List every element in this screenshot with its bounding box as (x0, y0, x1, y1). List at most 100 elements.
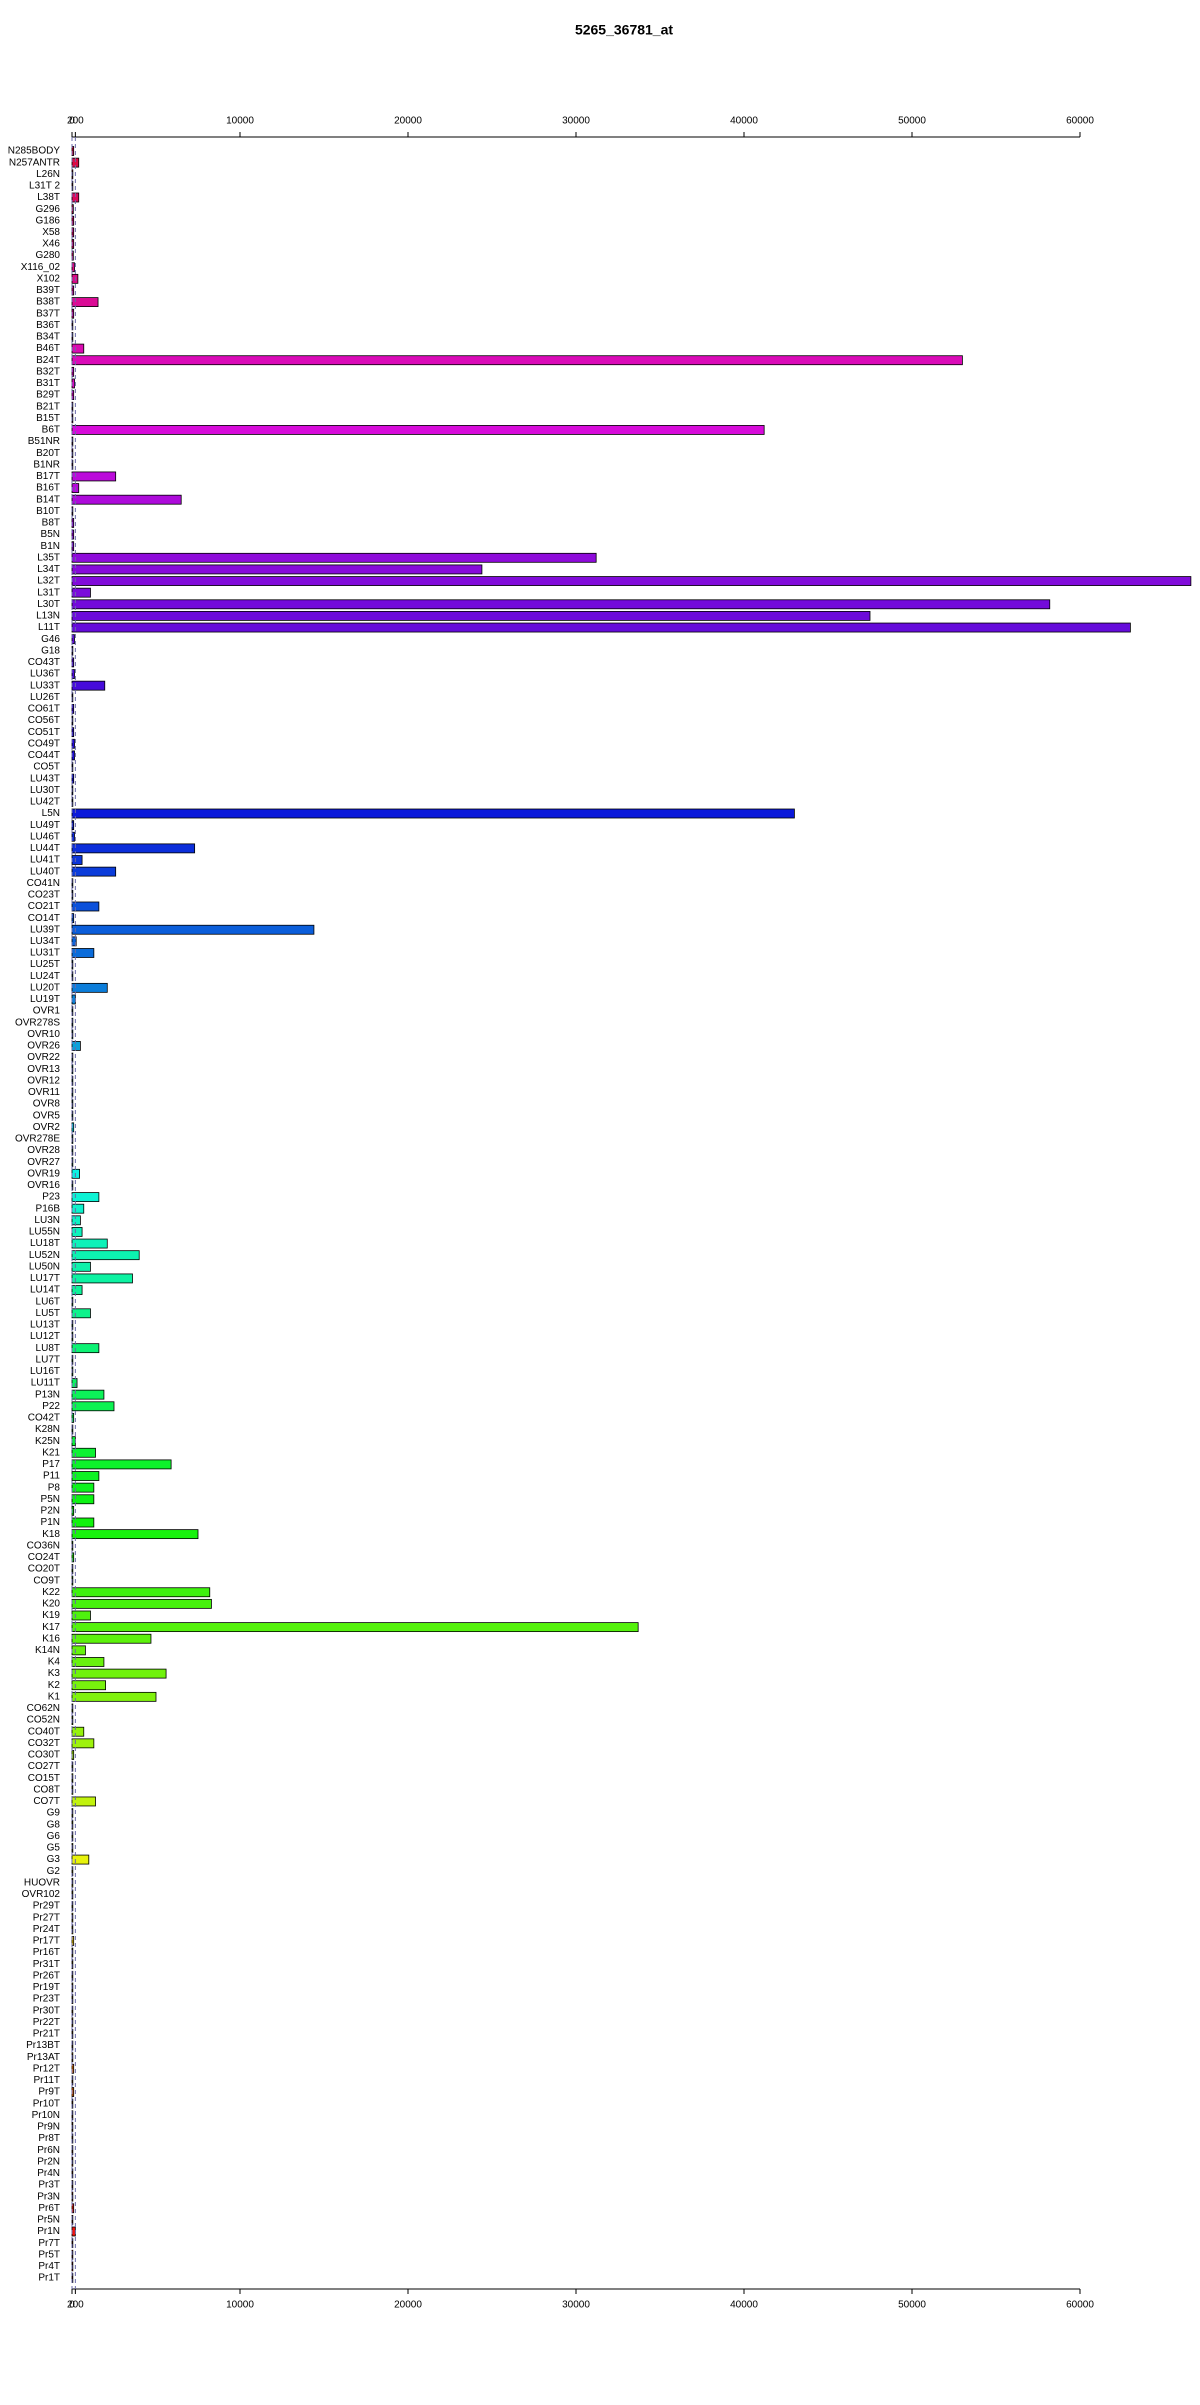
y-tick-label: LU42T (30, 797, 60, 808)
bar (71, 913, 75, 924)
y-tick-label: L31T (37, 587, 60, 598)
bar (71, 680, 106, 691)
y-tick-label: LU43T (30, 773, 60, 784)
y-tick-label: B37T (36, 308, 60, 319)
bar (71, 1622, 639, 1633)
y-tick-label: B51NR (28, 436, 60, 447)
bar (71, 1610, 91, 1621)
bar (71, 1668, 167, 1679)
bar (71, 1308, 91, 1319)
y-tick-label: Pr4N (37, 2168, 60, 2179)
bar (71, 297, 99, 307)
y-tick-label: CO20T (28, 1564, 60, 1575)
bar (71, 1192, 100, 1202)
y-tick-label: L30T (37, 599, 60, 610)
y-tick-label: LU55N (29, 1227, 60, 1238)
bar (71, 924, 315, 935)
y-tick-label: L38T (37, 192, 60, 203)
x-tick-label: 200 (67, 116, 84, 127)
y-tick-label: Pr10T (33, 2098, 60, 2109)
y-tick-label: CO52N (27, 1715, 60, 1726)
y-tick-label: B15T (36, 413, 60, 424)
y-tick-label: B1N (41, 541, 60, 552)
bar (71, 1389, 105, 1400)
y-tick-label: Pr5N (37, 2215, 60, 2226)
y-tick-label: X58 (42, 227, 60, 238)
bar (71, 1436, 76, 1447)
bar (71, 1726, 85, 1737)
bar (71, 1378, 78, 1388)
y-tick-label: Pr12T (33, 2063, 60, 2074)
bar (71, 1494, 95, 1505)
bar (71, 285, 75, 296)
y-tick-label: CO62N (27, 1703, 60, 1714)
y-tick-label: CO21T (28, 901, 60, 912)
y-tick-label: N257ANTR (9, 157, 60, 168)
y-tick-label: B38T (36, 297, 60, 308)
y-tick-label: K19 (42, 1610, 60, 1621)
bar (71, 1854, 90, 1865)
y-tick-label: P5N (41, 1494, 60, 1505)
y-tick-label: G18 (41, 645, 60, 656)
y-tick-label: Pr9T (38, 2087, 60, 2098)
bar (71, 843, 196, 854)
bar (71, 425, 765, 435)
y-tick-label: P8 (48, 1482, 61, 1493)
bar (71, 471, 117, 482)
y-tick-label: B39T (36, 285, 60, 296)
bar (71, 576, 1192, 586)
y-tick-label: CO49T (28, 738, 60, 749)
x-tick-label: 60000 (1066, 2300, 1094, 2311)
x-tick-label: 30000 (562, 116, 590, 127)
y-tick-label: LU52N (29, 1250, 60, 1261)
bar (71, 634, 75, 645)
y-tick-label: CO32T (28, 1738, 60, 1749)
bar (71, 1250, 140, 1261)
y-tick-label: G9 (47, 1808, 61, 1819)
y-tick-label: B31T (36, 378, 60, 389)
y-tick-label: LU46T (30, 831, 60, 842)
y-tick-label: CO41N (27, 878, 60, 889)
bar (71, 1552, 75, 1563)
bar (71, 1587, 211, 1598)
y-tick-label: CO23T (28, 890, 60, 901)
bar (71, 1657, 105, 1667)
y-tick-label: CO44T (28, 750, 60, 761)
bar (71, 599, 1051, 610)
y-tick-label: LU41T (30, 855, 60, 866)
y-tick-label: P1N (41, 1517, 60, 1528)
bar (71, 808, 795, 819)
y-tick-label: CO36N (27, 1540, 60, 1551)
y-tick-label: Pr22T (33, 2017, 60, 2028)
y-tick-label: OVR27 (27, 1157, 60, 1168)
x-tick-label: 200 (67, 2300, 84, 2311)
y-tick-label: B8T (42, 518, 60, 529)
bar (71, 1645, 86, 1656)
y-tick-label: LU19T (30, 994, 60, 1005)
y-tick-label: X46 (42, 239, 60, 250)
x-tick-label: 0 (69, 2300, 75, 2311)
bar (71, 343, 85, 354)
bar (71, 773, 75, 784)
bar (71, 564, 483, 575)
y-tick-label: K22 (42, 1587, 60, 1598)
y-tick-label: CO7T (33, 1796, 60, 1807)
bar (71, 1529, 199, 1540)
bar (71, 250, 74, 261)
y-tick-label: Pr5T (38, 2249, 60, 2260)
y-tick-label: Pr11T (34, 2075, 61, 2086)
y-tick-label: Pr24T (33, 1924, 60, 1935)
y-tick-label: CO56T (28, 715, 60, 726)
bar (71, 1936, 75, 1946)
y-tick-label: Pr23T (33, 1994, 60, 2005)
y-tick-label: B29T (36, 390, 60, 401)
y-tick-label: CO40T (28, 1726, 60, 1737)
bar (71, 994, 76, 1005)
y-tick-label: LU36T (30, 669, 60, 680)
y-tick-label: CO51T (28, 727, 60, 738)
y-tick-label: LU16T (30, 1366, 60, 1377)
y-tick-label: CO61T (28, 704, 60, 715)
y-tick-label: Pr8T (38, 2133, 60, 2144)
y-tick-label: Pr26T (33, 1970, 60, 1981)
bar (71, 1471, 100, 1481)
